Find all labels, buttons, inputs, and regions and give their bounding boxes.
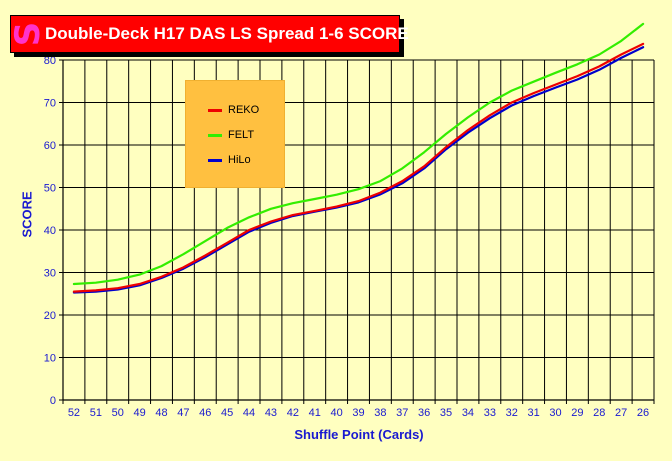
y-tick-label: 20: [44, 310, 56, 322]
x-tick-label: 26: [637, 407, 649, 419]
x-tick-label: 36: [418, 407, 430, 419]
x-tick-label: 49: [133, 407, 145, 419]
tick-labels: 0 10 20 30 40 50 60 70 80 52 51 50 49 48 47 46 45 44 43 42 4…: [44, 55, 649, 419]
x-tick-label: 38: [374, 407, 386, 419]
chart-title: Double-Deck H17 DAS LS Spread 1-6 SCORE: [45, 24, 409, 43]
brand-logo: S: [8, 21, 48, 47]
y-tick-label: 80: [44, 55, 56, 67]
legend: REKO FELT HiLo: [185, 80, 285, 188]
x-tick-label: 34: [462, 407, 474, 419]
x-tick-label: 46: [199, 407, 211, 419]
legend-label-reko: REKO: [228, 104, 260, 116]
x-tick-label: 39: [352, 407, 364, 419]
x-tick-label: 48: [155, 407, 167, 419]
x-tick-label: 28: [593, 407, 605, 419]
x-tick-label: 51: [90, 407, 102, 419]
x-axis-title: Shuffle Point (Cards): [294, 427, 424, 442]
legend-label-felt: FELT: [228, 129, 255, 141]
axes: [59, 59, 655, 404]
x-tick-label: 45: [221, 407, 233, 419]
y-tick-label: 40: [44, 225, 56, 237]
legend-label-hilo: HiLo: [228, 154, 251, 166]
y-tick-label: 60: [44, 140, 56, 152]
x-tick-label: 40: [330, 407, 342, 419]
x-tick-label: 50: [112, 407, 124, 419]
y-tick-label: 10: [44, 353, 56, 365]
series-line-hilo: [72, 46, 645, 294]
legend-swatch-hilo: [208, 159, 222, 162]
legend-swatch-felt: [208, 134, 222, 137]
x-tick-label: 41: [309, 407, 321, 419]
y-tick-label: 70: [44, 98, 56, 110]
x-tick-label: 47: [177, 407, 189, 419]
x-tick-label: 31: [527, 407, 539, 419]
x-tick-label: 43: [265, 407, 277, 419]
x-tick-label: 29: [571, 407, 583, 419]
series-lines: [72, 22, 645, 294]
y-tick-label: 50: [44, 183, 56, 195]
x-tick-label: 44: [243, 407, 255, 419]
x-tick-label: 35: [440, 407, 452, 419]
chart-title-box: S Double-Deck H17 DAS LS Spread 1-6 SCOR…: [8, 15, 409, 53]
x-tick-label: 52: [68, 407, 80, 419]
x-tick-label: 27: [615, 407, 627, 419]
x-tick-label: 32: [506, 407, 518, 419]
y-tick-label: 30: [44, 268, 56, 280]
series-line-felt: [72, 22, 645, 286]
legend-swatch-reko: [208, 109, 222, 112]
x-tick-label: 37: [396, 407, 408, 419]
x-tick-label: 30: [549, 407, 561, 419]
x-tick-label: 42: [287, 407, 299, 419]
y-axis-title: SCORE: [19, 191, 35, 238]
y-tick-label: 0: [50, 395, 56, 407]
series-line-reko: [72, 42, 645, 293]
x-tick-label: 33: [484, 407, 496, 419]
